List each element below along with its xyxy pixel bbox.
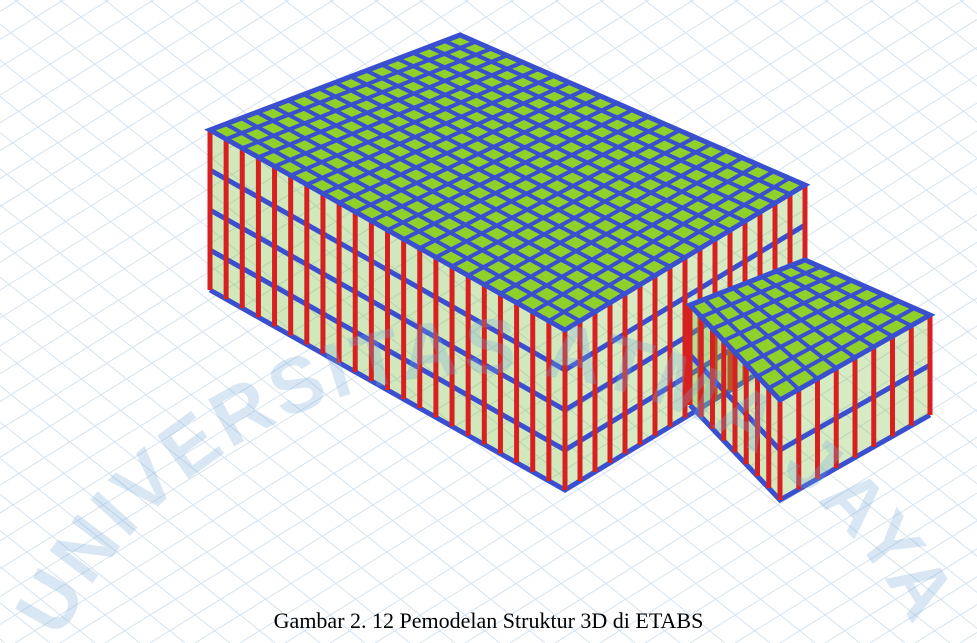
bg-line bbox=[960, 0, 977, 643]
bg-line bbox=[960, 0, 977, 643]
figure-caption: Gambar 2. 12 Pemodelan Struktur 3D di ET… bbox=[0, 608, 977, 634]
structure-figure: UNIVERSITAS ATMA JAYA YOGYAKARTA bbox=[0, 0, 977, 643]
page: UNIVERSITAS ATMA JAYA YOGYAKARTA Gambar … bbox=[0, 0, 977, 643]
